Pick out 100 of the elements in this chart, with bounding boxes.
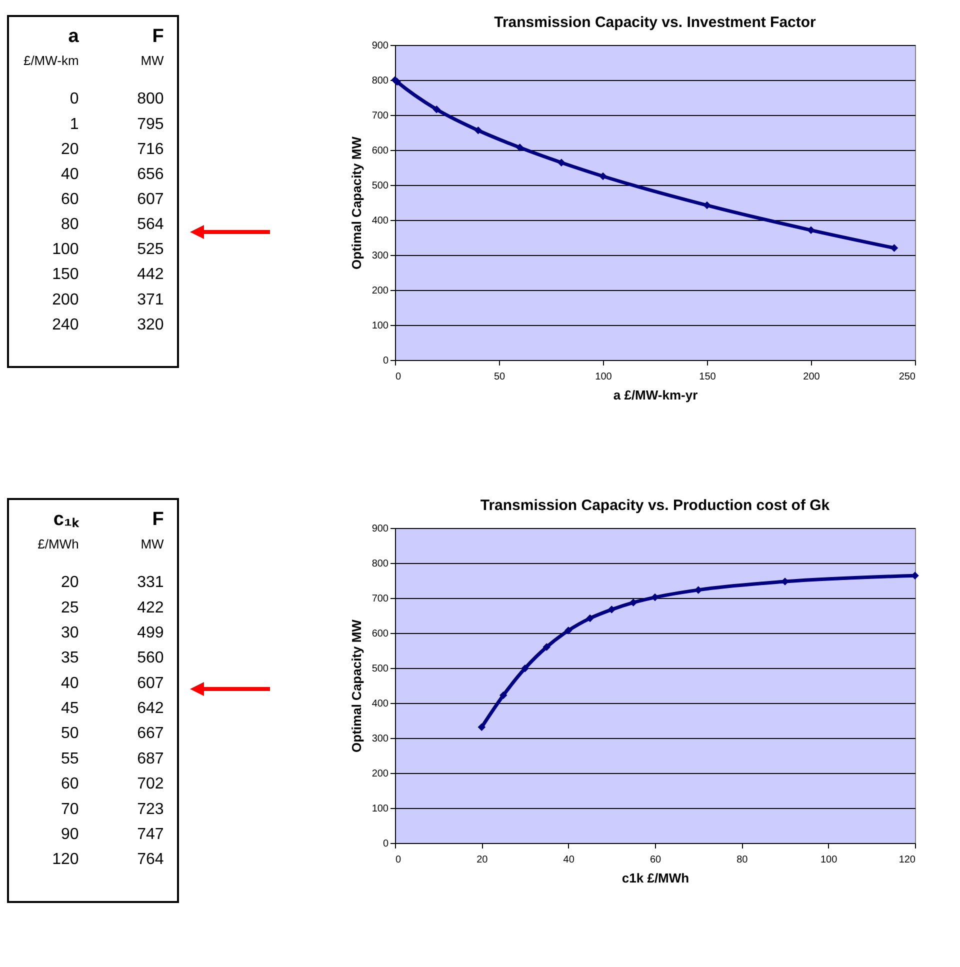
y-tick-label: 240 <box>52 316 79 334</box>
data-label: 667 <box>137 725 164 742</box>
data-label: 607 <box>137 191 164 208</box>
y-tick-label: 60 <box>61 191 79 208</box>
data-label: 642 <box>137 700 164 718</box>
y-tick-label: 600 <box>372 628 389 640</box>
text: MW <box>140 536 165 552</box>
y-tick-label: 55 <box>61 750 79 768</box>
y-tick-label: 700 <box>372 594 389 604</box>
y-tick-label: 70 <box>61 800 79 818</box>
y-tick-label: 150 <box>52 266 79 284</box>
y-tick-label: 0 <box>70 90 79 108</box>
chart-title: Transmission Capacity vs. Production cost of Gk <box>480 497 830 514</box>
point <box>599 172 607 180</box>
point <box>890 244 898 252</box>
data-label: 687 <box>137 750 164 768</box>
y-tick-label: 400 <box>372 216 389 226</box>
x-tick-label: 100 <box>595 372 612 382</box>
data-label: 560 <box>137 650 164 667</box>
data-label: 747 <box>137 826 164 843</box>
data-label: 525 <box>137 241 164 258</box>
y-tick-label: 200 <box>372 286 389 296</box>
y-tick-label: 200 <box>52 291 79 308</box>
x-tick-label: 20 <box>476 854 488 866</box>
y-tick-label: 45 <box>61 700 79 718</box>
y-tick-label: 700 <box>372 110 389 122</box>
y-tick-label: 100 <box>52 241 79 258</box>
y-tick-label: 20 <box>61 574 79 592</box>
data-label: 607 <box>137 674 164 692</box>
y-tick-label: 100 <box>372 804 389 814</box>
point <box>521 664 529 672</box>
y-tick-label: 25 <box>61 599 79 616</box>
y-tick-label: 500 <box>372 664 389 674</box>
y-tick-label: 500 <box>372 180 389 192</box>
data-label: 371 <box>137 291 164 308</box>
data-label: 800 <box>137 90 164 108</box>
point <box>478 723 486 732</box>
x-tick-label: 0 <box>396 854 402 866</box>
y-axis-title: a <box>68 26 80 48</box>
point <box>499 691 508 700</box>
x-axis-title: c1k £/MWh <box>622 870 690 886</box>
point <box>807 226 815 234</box>
data-label: 331 <box>137 574 164 592</box>
y-tick-label: 0 <box>382 838 389 850</box>
data-label: 320 <box>137 316 164 334</box>
y-tick-label: 60 <box>61 776 79 793</box>
data-label: 656 <box>137 166 164 183</box>
y-tick-label: 800 <box>372 76 389 86</box>
data-label: 716 <box>137 140 164 158</box>
y-tick-label: 800 <box>372 558 389 570</box>
x-tick-label: F <box>152 509 164 530</box>
x-tick-label: 50 <box>494 372 506 382</box>
y-axis-title: Optimal Capacity MW <box>348 618 364 752</box>
text: £/MW-km <box>23 53 79 68</box>
point <box>564 626 572 634</box>
point <box>586 614 594 622</box>
point <box>516 144 524 152</box>
text: MW <box>140 53 165 68</box>
point <box>608 606 616 614</box>
y-tick-label: 900 <box>372 40 389 52</box>
data-label: 422 <box>137 599 164 616</box>
y-tick-label: 40 <box>61 166 79 183</box>
y-axis-title: c₁ₖ <box>53 509 80 530</box>
data-label: 723 <box>137 800 164 818</box>
y-tick-label: 50 <box>61 725 79 742</box>
y-tick-label: 300 <box>372 734 389 744</box>
x-tick-label: 40 <box>563 854 575 866</box>
x-tick-label: 80 <box>736 854 748 866</box>
y-tick-label: 0 <box>382 356 389 366</box>
y-tick-label: 900 <box>372 524 389 534</box>
y-tick-label: 600 <box>372 146 389 156</box>
text: £/MWh <box>38 536 79 552</box>
point <box>474 126 482 134</box>
y-tick-label: 40 <box>61 674 79 692</box>
y-tick-label: 90 <box>61 826 79 843</box>
y-tick-label: 200 <box>372 768 389 780</box>
y-tick-label: 80 <box>61 216 79 234</box>
point <box>432 106 440 114</box>
point <box>558 158 566 166</box>
point <box>629 598 638 606</box>
point <box>651 593 659 602</box>
x-tick-label: 100 <box>820 854 838 866</box>
x-tick-label: 150 <box>699 372 716 382</box>
x-tick-label: 120 <box>898 854 916 866</box>
y-axis-title: Optimal Capacity MW <box>348 136 364 270</box>
y-tick-label: 100 <box>372 320 389 332</box>
y-tick-label: 20 <box>61 140 79 158</box>
point <box>703 201 711 210</box>
data-label: 795 <box>137 116 164 133</box>
y-tick-label: 400 <box>372 698 389 710</box>
y-tick-label: 1 <box>70 116 79 133</box>
chart-title: Transmission Capacity vs. Investment Factor <box>494 14 816 31</box>
x-tick-label: 200 <box>803 372 820 382</box>
point <box>542 643 551 651</box>
data-label: 499 <box>137 624 164 642</box>
data-label: 702 <box>137 776 164 793</box>
data-label: 564 <box>137 216 164 234</box>
data-label: 442 <box>137 266 164 284</box>
x-tick-label: 250 <box>898 372 916 382</box>
x-tick-label: F <box>152 26 164 48</box>
